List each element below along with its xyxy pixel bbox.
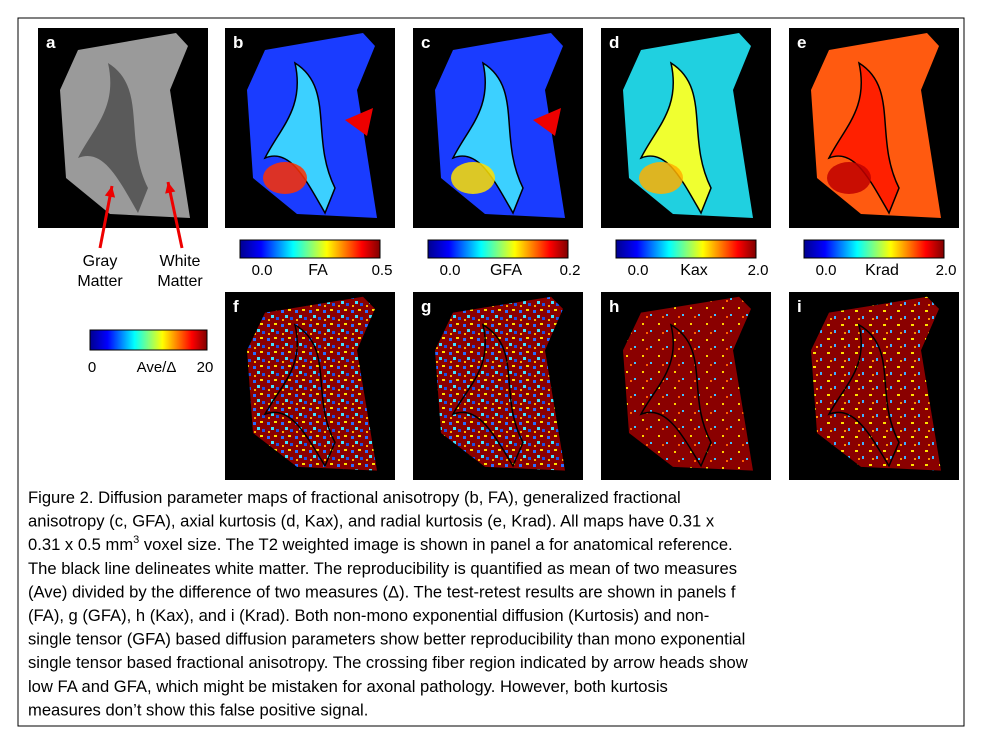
colorbar-name: Krad xyxy=(865,262,899,279)
caption-text: anisotropy (c, GFA), axial kurtosis (d, … xyxy=(28,512,715,531)
caption-text: single tensor based fractional anisotrop… xyxy=(28,653,749,672)
caption-line: The black line delineates white matter. … xyxy=(28,559,737,578)
hot-region xyxy=(639,162,683,194)
caption-line: anisotropy (c, GFA), axial kurtosis (d, … xyxy=(28,512,715,531)
colorbar-max: 0.5 xyxy=(372,262,393,279)
caption-text: (FA), g (GFA), h (Kax), and i (Krad). Bo… xyxy=(28,606,709,625)
figure: a b c d e f g h i Gray Matter White Matter 0.0 FA 0.5 0.… xyxy=(0,0,981,738)
colorbar-max: 2.0 xyxy=(936,262,957,279)
panel-label: g xyxy=(421,297,431,316)
caption-line: Figure 2. Diffusion parameter maps of fr… xyxy=(28,488,681,507)
panel-label: i xyxy=(797,297,802,316)
caption-line: single tensor (GFA) based diffusion para… xyxy=(28,630,745,649)
colorbar-name: Ave/Δ xyxy=(137,359,177,376)
caption-line: measures don’t show this false positive … xyxy=(28,700,368,719)
annotation: Gray xyxy=(83,253,118,270)
caption-line: low FA and GFA, which might be mistaken … xyxy=(28,677,668,696)
colorbar xyxy=(90,330,207,350)
colorbar-min: 0.0 xyxy=(816,262,837,279)
colorbar xyxy=(616,240,756,258)
panel-label: f xyxy=(233,297,239,316)
caption-line: single tensor based fractional anisotrop… xyxy=(28,653,749,672)
panel-label: h xyxy=(609,297,619,316)
colorbar-max: 2.0 xyxy=(748,262,769,279)
caption-text: The black line delineates white matter. … xyxy=(28,559,737,578)
caption-text: single tensor (GFA) based diffusion para… xyxy=(28,630,745,649)
panel-label: b xyxy=(233,33,243,52)
panel-label: c xyxy=(421,33,430,52)
colorbar xyxy=(240,240,380,258)
colorbar xyxy=(804,240,944,258)
annotation: White xyxy=(160,253,201,270)
caption-text: 0.31 x 0.5 mm xyxy=(28,535,133,554)
caption-text: voxel size. The T2 weighted image is sho… xyxy=(139,535,732,554)
panel-label: a xyxy=(46,33,56,52)
colorbar xyxy=(428,240,568,258)
hot-region xyxy=(451,162,495,194)
colorbar-max: 0.2 xyxy=(560,262,581,279)
colorbar-min: 0 xyxy=(88,359,96,376)
colorbar-name: GFA xyxy=(490,262,522,279)
caption-text: low FA and GFA, which might be mistaken … xyxy=(28,677,668,696)
caption-line: (FA), g (GFA), h (Kax), and i (Krad). Bo… xyxy=(28,606,709,625)
panel-label: e xyxy=(797,33,806,52)
colorbar-min: 0.0 xyxy=(628,262,649,279)
hot-region xyxy=(827,162,871,194)
colorbar-min: 0.0 xyxy=(252,262,273,279)
caption-text: Figure 2. Diffusion parameter maps of fr… xyxy=(28,488,681,507)
panel-label: d xyxy=(609,33,619,52)
colorbar-name: Kax xyxy=(680,262,708,279)
colorbar-name: FA xyxy=(308,262,328,279)
caption-text: measures don’t show this false positive … xyxy=(28,700,368,719)
colorbar-min: 0.0 xyxy=(440,262,461,279)
caption-text: (Ave) divided by the difference of two m… xyxy=(28,582,736,601)
annotation: Matter xyxy=(157,273,203,290)
caption-line: (Ave) divided by the difference of two m… xyxy=(28,582,736,601)
colorbar-max: 20 xyxy=(197,359,214,376)
hot-region xyxy=(263,162,307,194)
caption-line: 0.31 x 0.5 mm3 voxel size. The T2 weight… xyxy=(28,534,733,554)
annotation: Matter xyxy=(77,273,123,290)
